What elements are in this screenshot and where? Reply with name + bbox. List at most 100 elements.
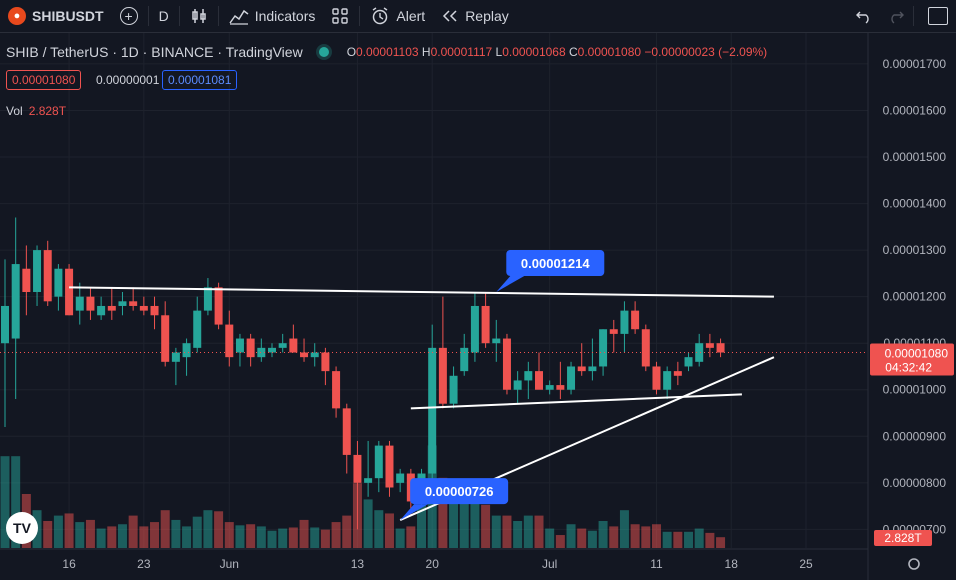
candle-body	[193, 310, 202, 348]
callout-label: 0.00000726	[425, 484, 494, 499]
volume-bar	[459, 499, 469, 548]
volume-bar	[395, 528, 405, 548]
volume-bar	[331, 522, 341, 548]
price-chart[interactable]: 0.000007000.000008000.000009000.00001000…	[0, 33, 956, 580]
candle-body	[300, 352, 309, 358]
candle-body	[33, 250, 42, 292]
candle-body	[673, 371, 682, 376]
volume-bar	[85, 519, 95, 548]
candle-body	[502, 338, 511, 390]
candle-body	[631, 310, 640, 330]
alert-label: Alert	[396, 8, 426, 24]
candle-body	[321, 352, 330, 372]
candle-body	[428, 347, 437, 474]
volume-bar	[470, 483, 480, 548]
candle-body	[663, 371, 672, 390]
interval-button[interactable]: D	[151, 0, 177, 32]
volume-bar	[75, 522, 85, 548]
volume-bar	[256, 526, 266, 548]
volume-bar	[619, 510, 629, 548]
candle-body	[567, 366, 576, 390]
volume-bar	[406, 526, 416, 548]
alert-button[interactable]: Alert	[362, 0, 433, 32]
volume-axis-label: 2.828T	[884, 531, 922, 545]
candle-body	[705, 343, 714, 348]
x-tick-label: Jun	[220, 557, 239, 571]
candle-body	[695, 343, 704, 362]
y-tick-label: 0.00000900	[883, 429, 947, 443]
chart-type-button[interactable]	[182, 0, 216, 32]
volume-bar	[246, 524, 256, 548]
y-tick-label: 0.00000800	[883, 476, 947, 490]
candle-body	[278, 343, 287, 348]
undo-icon[interactable]	[855, 8, 873, 24]
trendline	[69, 286, 774, 298]
sell-price-box[interactable]: 0.00001080	[6, 70, 82, 90]
volume-bar	[481, 504, 491, 548]
replay-button[interactable]: Replay	[433, 0, 517, 32]
candle-body	[609, 329, 618, 334]
settings-gear-icon[interactable]	[908, 558, 920, 570]
redo-icon[interactable]	[887, 8, 905, 24]
candle-body	[332, 371, 341, 409]
volume-bar	[363, 499, 373, 548]
callout-pointer	[400, 504, 429, 521]
y-tick-label: 0.00001300	[883, 243, 947, 257]
y-tick-label: 0.00001400	[883, 197, 947, 211]
x-tick-label: 11	[650, 557, 663, 571]
volume-bar	[160, 510, 170, 548]
candle-body	[535, 371, 543, 390]
volume-bar	[545, 528, 555, 548]
volume-value: 2.828T	[28, 104, 67, 118]
plus-icon: +	[119, 7, 138, 25]
low-key: L	[495, 45, 503, 59]
volume-bar	[491, 515, 501, 548]
y-tick-label: 0.00001500	[883, 150, 947, 164]
callout-box	[506, 250, 605, 276]
callout-label: 0.00001214	[521, 256, 590, 271]
volume-bar	[150, 522, 160, 548]
indicators-button[interactable]: Indicators	[221, 0, 324, 32]
rewind-icon	[443, 10, 457, 22]
volume-bar	[384, 513, 394, 548]
volume-bar	[673, 531, 683, 548]
x-tick-label: 18	[725, 557, 739, 571]
high-key: H	[421, 45, 431, 59]
volume-bar	[117, 524, 127, 548]
candle-body	[364, 478, 373, 483]
candle-body	[150, 305, 159, 316]
volume-bar	[534, 515, 544, 548]
divider	[359, 6, 361, 26]
candle-body	[353, 454, 362, 483]
compare-button[interactable]: +	[112, 0, 146, 32]
candle-body	[716, 343, 725, 353]
toolbar-right	[855, 0, 956, 32]
candle-body	[139, 305, 148, 311]
ohlc-values: O0.00001103 H0.00001117 L0.00001068 C0.0…	[347, 45, 767, 59]
candle-body	[235, 338, 244, 353]
volume-bar	[662, 531, 672, 548]
volume-bar	[438, 477, 448, 548]
volume-bar	[449, 499, 459, 548]
volume-bar	[513, 521, 523, 548]
fullscreen-icon[interactable]	[928, 7, 948, 25]
volume-bar	[374, 510, 384, 548]
candle-body	[65, 268, 74, 316]
candle-body	[492, 338, 501, 344]
volume-badge	[874, 530, 932, 546]
indicators-label: Indicators	[254, 8, 316, 24]
candle-body	[545, 385, 554, 390]
templates-button[interactable]	[323, 0, 357, 32]
volume-bar	[342, 515, 352, 548]
x-tick-label: Jul	[542, 557, 557, 571]
symbol-search[interactable]: ● SHIBUSDT	[0, 0, 112, 32]
countdown-label: 04:32:42	[885, 361, 932, 375]
candle-body	[588, 366, 597, 372]
buy-price-box[interactable]: 0.00001081	[162, 70, 238, 90]
candle-body	[268, 347, 276, 353]
tradingview-logo-icon[interactable]: TV	[6, 512, 38, 544]
callout-box	[410, 478, 509, 505]
candle-body	[620, 310, 629, 334]
close-value: 0.00001080	[577, 45, 642, 59]
volume-bar	[320, 529, 330, 548]
